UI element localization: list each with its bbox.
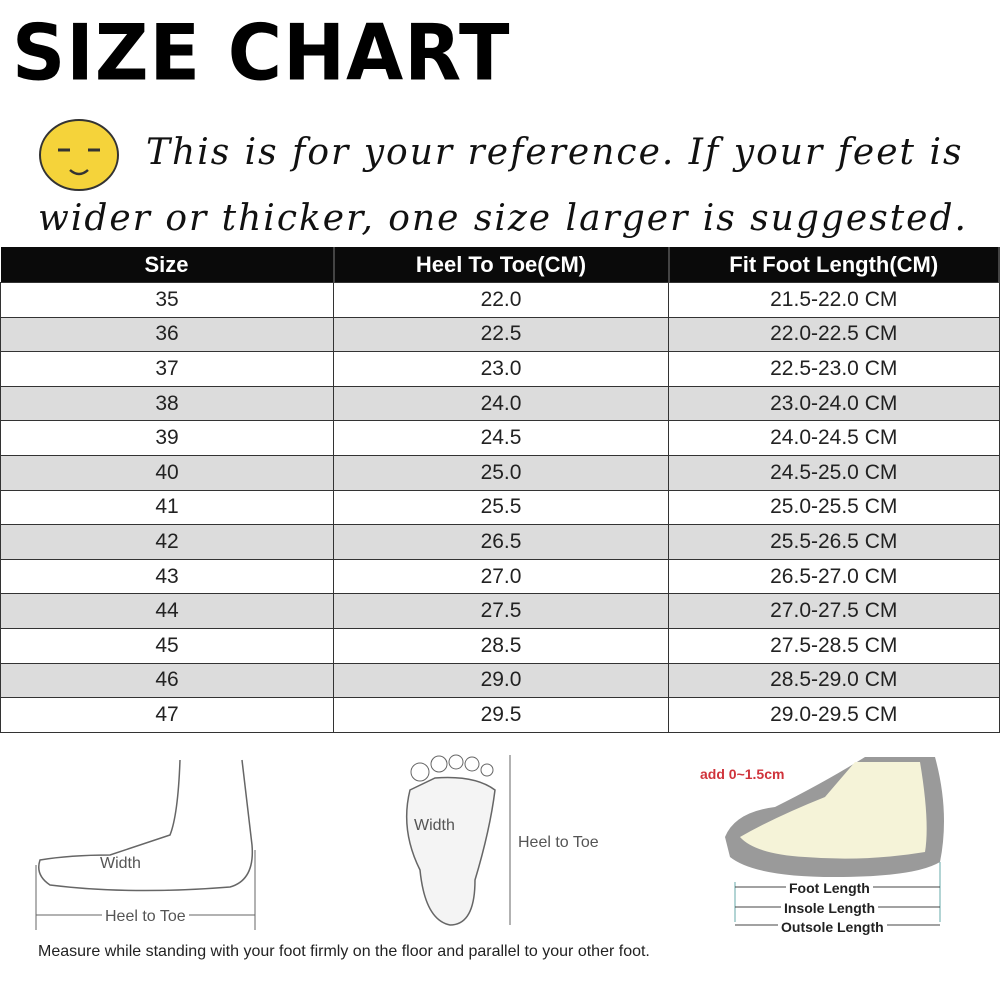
heel-to-toe-cell: 23.0 [333, 351, 669, 387]
foot-length-label: Foot Length [786, 880, 873, 896]
table-row: 36 22.5 22.0-22.5 CM [0, 316, 1000, 353]
fit-foot-length-cell: 28.5-29.0 CM [668, 662, 1000, 699]
note-line-2: wider or thicker, one size larger is sug… [38, 198, 968, 239]
size-cell: 47 [0, 697, 334, 733]
add-allowance-label: add 0~1.5cm [700, 766, 785, 782]
table-row: 38 24.0 23.0-24.0 CM [0, 385, 1000, 422]
heel-to-toe-cell: 29.5 [333, 697, 669, 733]
size-table: Size Heel To Toe(CM) Fit Foot Length(CM)… [0, 247, 1000, 733]
table-row: 41 25.5 25.0-25.5 CM [0, 489, 1000, 526]
table-row: 35 22.0 21.5-22.0 CM [0, 282, 1000, 318]
fit-foot-length-cell: 27.0-27.5 CM [668, 593, 1000, 629]
outsole-length-label: Outsole Length [778, 919, 887, 935]
fit-foot-length-cell: 23.0-24.0 CM [668, 385, 1000, 422]
sleepy-smiley-face-icon [39, 119, 119, 191]
size-cell: 46 [0, 662, 334, 699]
fit-foot-length-cell: 22.5-23.0 CM [668, 351, 1000, 387]
table-row: 44 27.5 27.0-27.5 CM [0, 593, 1000, 629]
size-cell: 45 [0, 627, 334, 664]
heel-to-toe-cell: 27.0 [333, 558, 669, 595]
fit-foot-length-cell: 22.0-22.5 CM [668, 316, 1000, 353]
fit-foot-length-cell: 21.5-22.0 CM [668, 282, 1000, 318]
table-row: 40 25.0 24.5-25.0 CM [0, 454, 1000, 491]
table-row: 39 24.5 24.0-24.5 CM [0, 420, 1000, 456]
table-row: 43 27.0 26.5-27.0 CM [0, 558, 1000, 595]
table-row: 47 29.5 29.0-29.5 CM [0, 697, 1000, 733]
heel-to-toe-cell: 27.5 [333, 593, 669, 629]
fit-foot-length-cell: 24.0-24.5 CM [668, 420, 1000, 456]
table-row: 45 28.5 27.5-28.5 CM [0, 627, 1000, 664]
table-row: 42 26.5 25.5-26.5 CM [0, 524, 1000, 560]
size-cell: 38 [0, 385, 334, 422]
fit-foot-length-cell: 24.5-25.0 CM [668, 454, 1000, 491]
header-fit-foot-length: Fit Foot Length(CM) [668, 247, 1000, 283]
table-row: 46 29.0 28.5-29.0 CM [0, 662, 1000, 699]
size-cell: 41 [0, 489, 334, 526]
size-cell: 42 [0, 524, 334, 560]
size-cell: 40 [0, 454, 334, 491]
size-cell: 36 [0, 316, 334, 353]
side-width-label: Width [100, 855, 141, 872]
note-line-1: This is for your reference. If your feet… [146, 132, 964, 173]
fit-foot-length-cell: 25.5-26.5 CM [668, 524, 1000, 560]
sole-heel-to-toe-label: Heel to Toe [518, 834, 599, 851]
fit-foot-length-cell: 26.5-27.0 CM [668, 558, 1000, 595]
sole-foot-diagram [405, 754, 511, 926]
heel-to-toe-cell: 22.0 [333, 282, 669, 318]
header-size: Size [0, 247, 335, 283]
heel-to-toe-cell: 24.5 [333, 420, 669, 456]
header-heel-to-toe: Heel To Toe(CM) [333, 247, 670, 283]
heel-to-toe-cell: 22.5 [333, 316, 669, 353]
heel-to-toe-cell: 25.0 [333, 454, 669, 491]
size-cell: 44 [0, 593, 334, 629]
table-row: 37 23.0 22.5-23.0 CM [0, 351, 1000, 387]
size-cell: 35 [0, 282, 334, 318]
side-heel-to-toe-label: Heel to Toe [102, 908, 189, 926]
fit-foot-length-cell: 29.0-29.5 CM [668, 697, 1000, 733]
sole-width-label: Width [414, 817, 455, 834]
heel-to-toe-cell: 25.5 [333, 489, 669, 526]
insole-length-label: Insole Length [781, 900, 878, 916]
size-cell: 43 [0, 558, 334, 595]
side-foot-diagram [35, 759, 256, 930]
fit-foot-length-cell: 25.0-25.5 CM [668, 489, 1000, 526]
heel-to-toe-cell: 24.0 [333, 385, 669, 422]
heel-to-toe-cell: 29.0 [333, 662, 669, 699]
measure-instruction: Measure while standing with your foot fi… [38, 943, 650, 960]
heel-to-toe-cell: 26.5 [333, 524, 669, 560]
page-title: SIZE CHART [12, 7, 511, 99]
size-cell: 37 [0, 351, 334, 387]
fit-foot-length-cell: 27.5-28.5 CM [668, 627, 1000, 664]
heel-to-toe-cell: 28.5 [333, 627, 669, 664]
size-cell: 39 [0, 420, 334, 456]
table-header: Size Heel To Toe(CM) Fit Foot Length(CM) [0, 247, 1000, 283]
